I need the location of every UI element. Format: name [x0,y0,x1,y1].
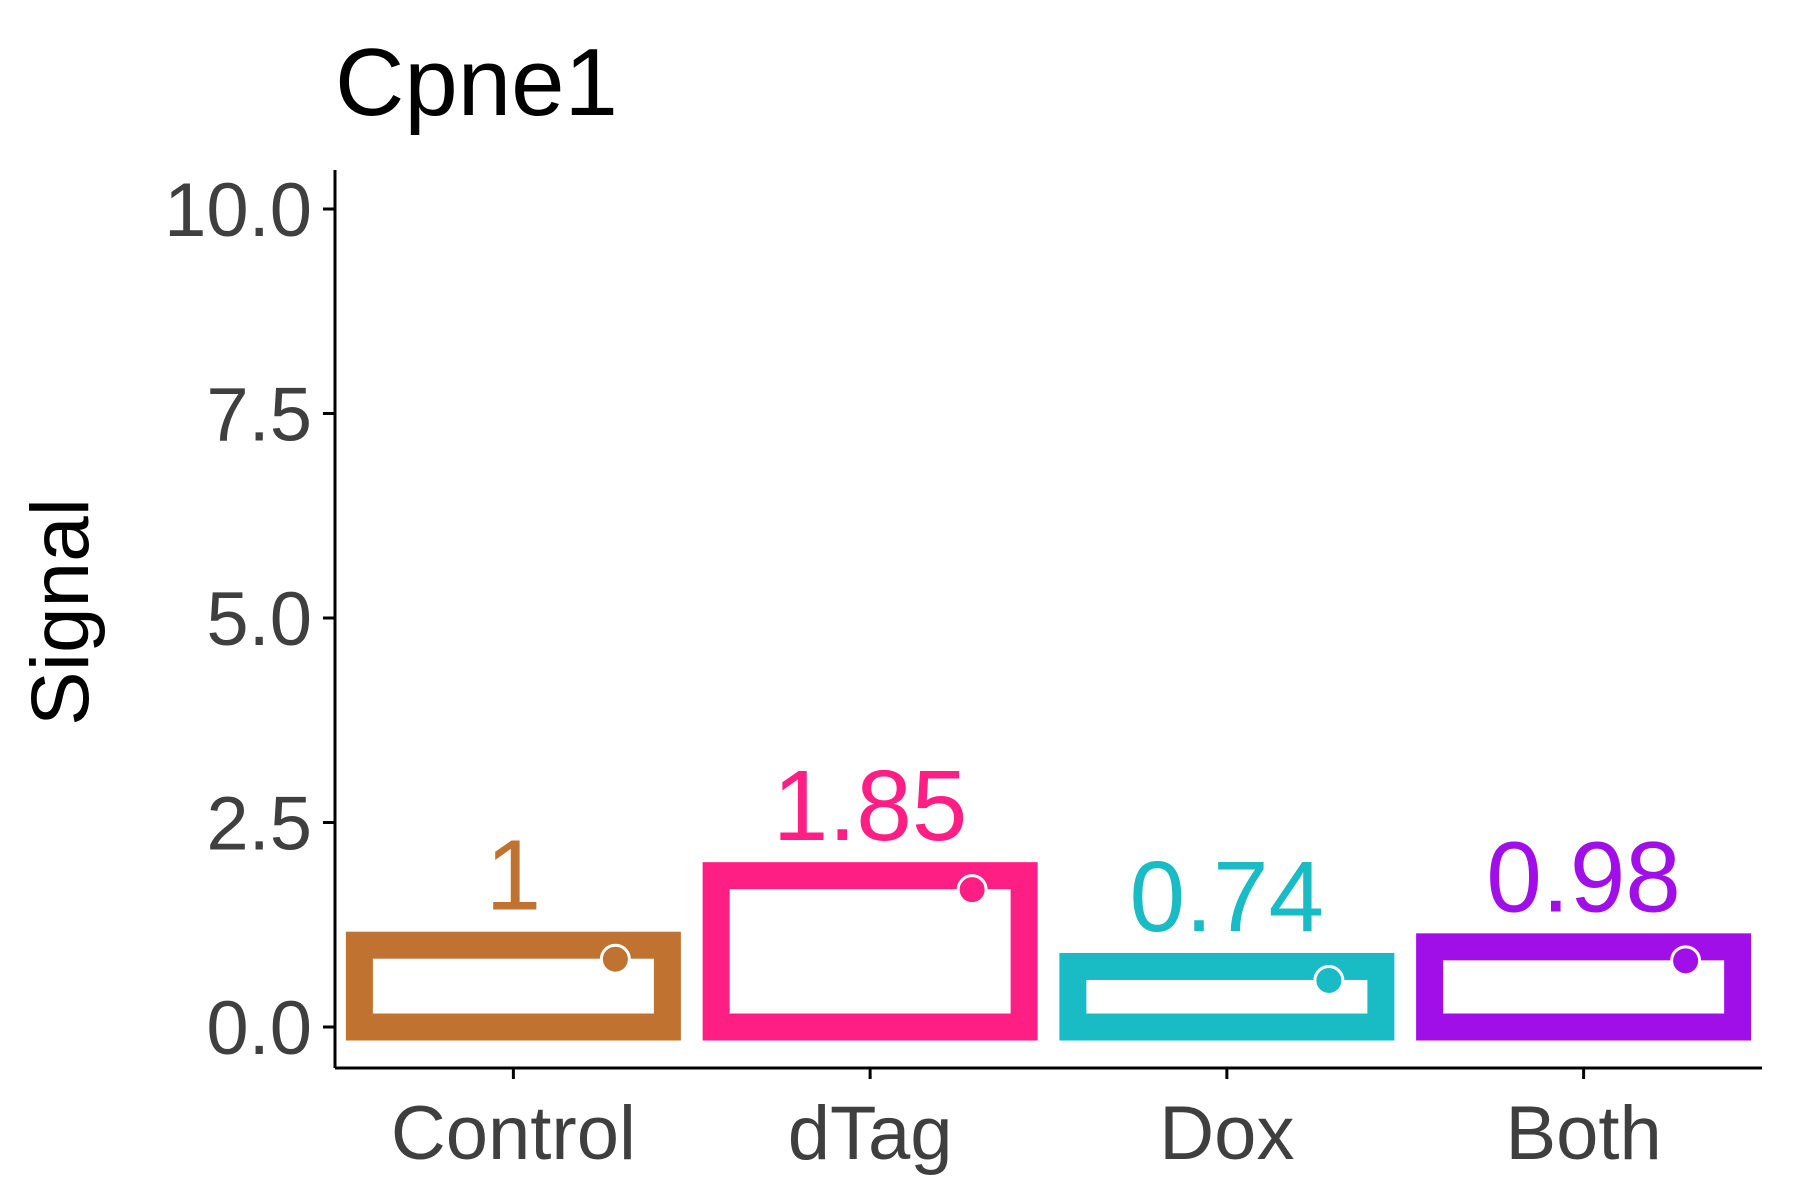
x-tick-label-control: Control [391,1091,636,1176]
value-labels-group: 1 1.85 0.74 0.98 [486,750,1681,953]
y-tick-label: 10.0 [164,168,312,253]
y-tick-label: 0.0 [206,986,312,1071]
data-point-control [599,943,631,975]
points-group [599,874,1702,996]
value-label-control: 1 [486,820,542,932]
y-tick-label: 7.5 [206,373,312,458]
y-axis-label: Signal [15,498,106,726]
x-tick-label-dtag: dTag [788,1091,953,1176]
chart-title: Cpne1 [335,29,618,136]
y-axis-ticks: 0.0 2.5 5.0 7.5 10.0 [164,168,335,1071]
y-tick-label: 2.5 [206,782,312,867]
x-tick-label-dox: Dox [1159,1091,1294,1176]
x-tick-label-both: Both [1505,1091,1661,1176]
value-label-dtag: 1.85 [773,750,968,862]
value-label-both: 0.98 [1486,821,1681,933]
bar-both [1416,933,1752,1041]
data-point-dox [1313,964,1345,996]
data-point-both [1670,945,1702,977]
x-axis-ticks: Control dTag Dox Both [391,1068,1662,1176]
value-label-dox: 0.74 [1130,841,1325,953]
y-tick-label: 5.0 [206,577,312,662]
data-point-dtag [956,874,988,906]
